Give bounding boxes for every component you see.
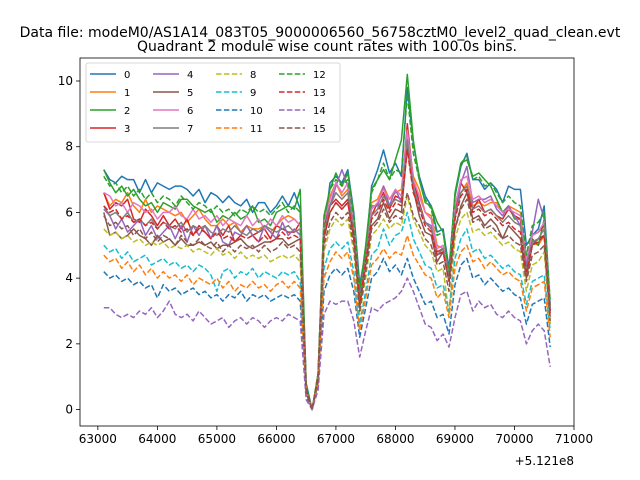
series-line-13 (103, 149, 551, 411)
legend-label-6: 6 (187, 106, 193, 117)
x-tick-label: 68000 (376, 432, 414, 446)
legend-label-11: 11 (250, 124, 263, 135)
legend-label-5: 5 (187, 88, 193, 99)
legend-label-10: 10 (250, 106, 263, 117)
figure-suptitle: Data file: modeM0/AS1A14_083T05_90000065… (20, 25, 621, 41)
y-tick-label: 4 (65, 271, 73, 285)
y-axis: 0 2 4 6 8 10 (58, 74, 80, 417)
series-line-9 (103, 211, 551, 411)
series-line-11 (103, 234, 551, 411)
legend-label-8: 8 (250, 70, 256, 81)
x-tick-label: 71000 (555, 432, 593, 446)
x-tick-label: 64000 (138, 432, 176, 446)
series-line-15 (103, 191, 551, 411)
x-tick-label: 67000 (317, 432, 355, 446)
series-line-7 (103, 139, 551, 411)
legend-label-12: 12 (313, 70, 326, 81)
x-tick-label: 66000 (257, 432, 295, 446)
legend-box (85, 62, 341, 143)
series-line-10 (103, 257, 551, 411)
y-tick-label: 10 (58, 74, 73, 88)
legend-label-0: 0 (124, 70, 130, 81)
legend-label-3: 3 (124, 124, 130, 135)
x-tick-label: 65000 (198, 432, 236, 446)
series-line-14 (103, 277, 551, 411)
legend-label-7: 7 (187, 124, 193, 135)
y-tick-label: 6 (65, 205, 73, 219)
x-tick-label: 63000 (79, 432, 117, 446)
y-tick-label: 8 (65, 140, 73, 154)
legend-label-1: 1 (124, 88, 130, 99)
legend-label-14: 14 (313, 106, 326, 117)
x-tick-label: 70000 (495, 432, 533, 446)
plot-frame (79, 57, 575, 427)
series-line-8 (103, 195, 551, 411)
legend-label-2: 2 (124, 106, 130, 117)
legend-label-13: 13 (313, 88, 326, 99)
series-layer (103, 73, 551, 411)
chart-title: Quadrant 2 module wise count rates with … (137, 39, 517, 55)
y-tick-label: 0 (65, 403, 73, 417)
legend-label-15: 15 (313, 124, 326, 135)
y-tick-label: 2 (65, 337, 73, 351)
x-offset-label: +5.121e8 (515, 454, 574, 468)
series-line-6 (103, 129, 551, 411)
x-tick-label: 69000 (436, 432, 474, 446)
legend-label-4: 4 (187, 70, 193, 81)
series-line-1 (103, 132, 551, 411)
series-line-12 (103, 93, 551, 411)
x-axis: 63000 64000 65000 66000 67000 68000 69000 70000… (79, 426, 593, 446)
legend-label-9: 9 (250, 88, 256, 99)
